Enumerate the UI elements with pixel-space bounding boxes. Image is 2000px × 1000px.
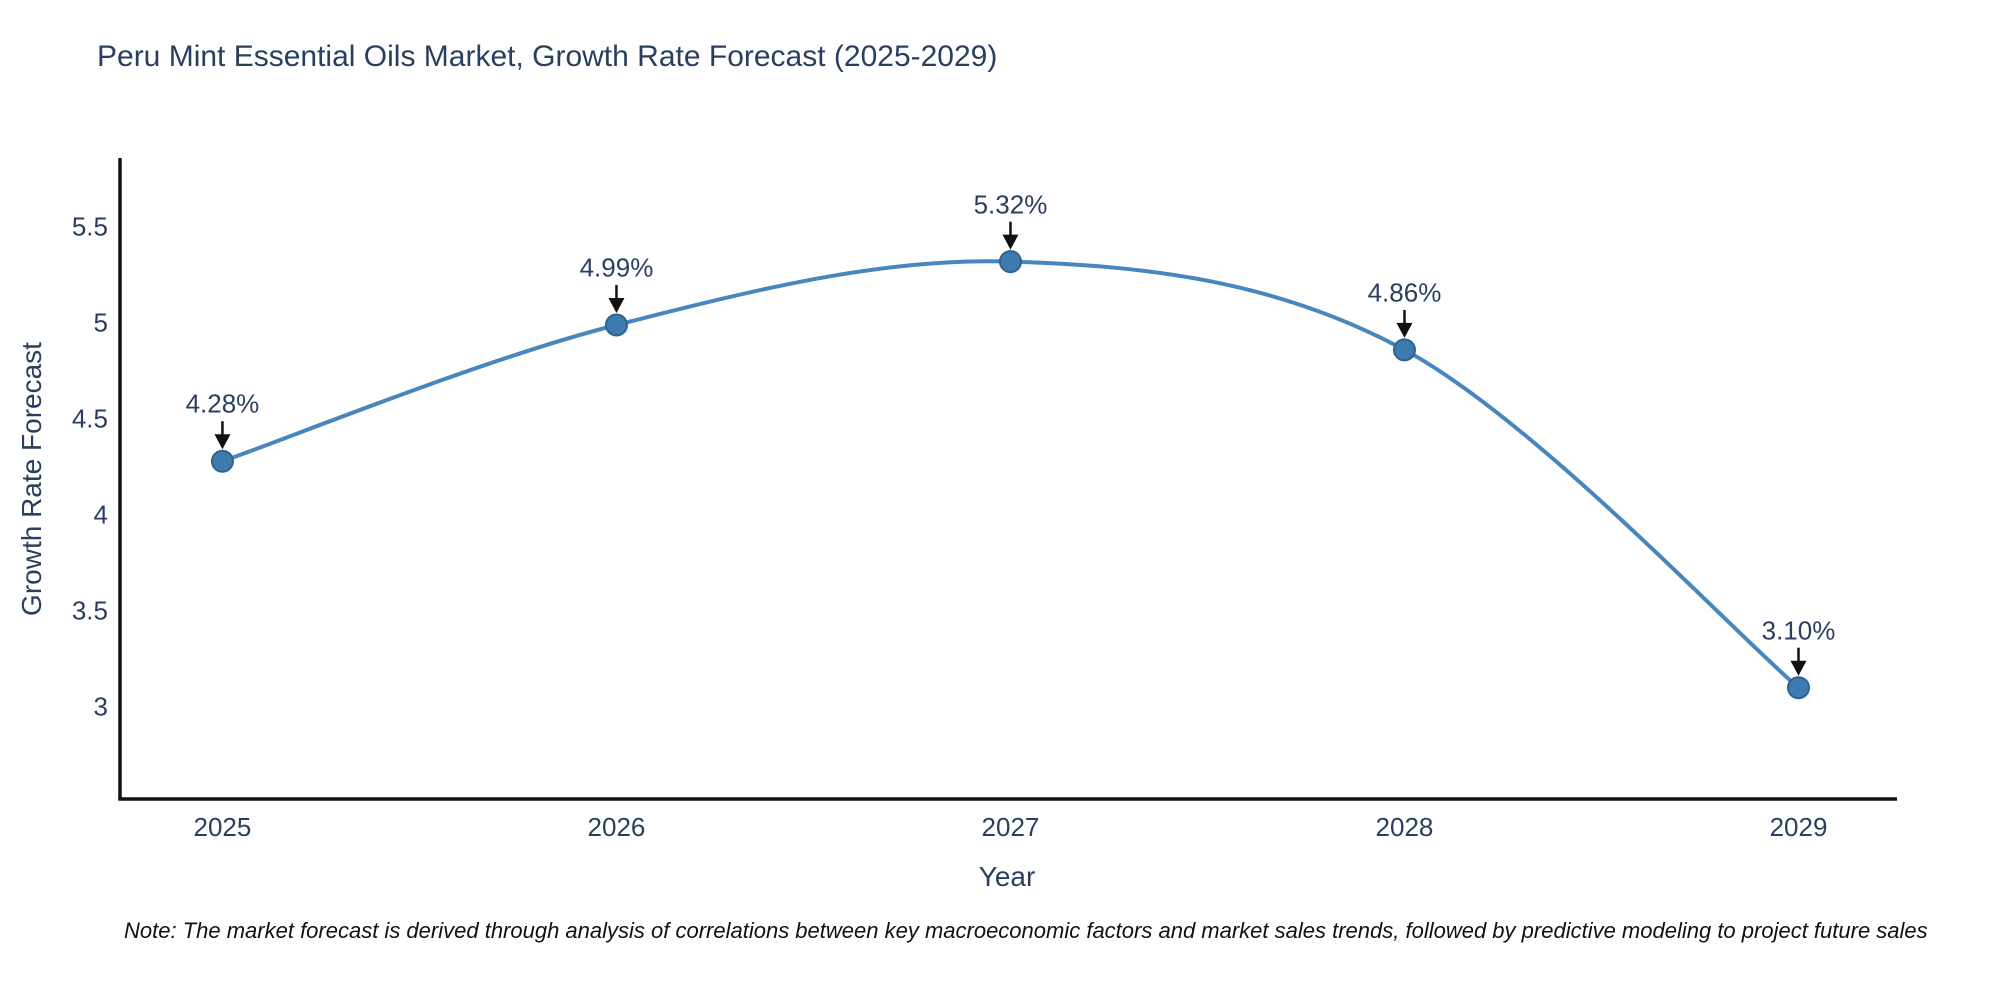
point-annotation: 5.32% xyxy=(973,189,1048,220)
annotation-arrowhead xyxy=(608,297,625,313)
data-point-marker[interactable] xyxy=(1786,676,1810,700)
y-axis-title: Growth Rate Forecast xyxy=(16,342,47,616)
point-annotation: 4.28% xyxy=(185,388,260,419)
annotation-arrowhead xyxy=(1790,660,1807,676)
data-point-marker[interactable] xyxy=(604,313,628,337)
annotation-arrowhead xyxy=(1002,234,1019,250)
x-tick-label: 2028 xyxy=(1375,812,1434,842)
x-tick-label: 2027 xyxy=(981,812,1040,842)
trend-line xyxy=(221,259,1800,690)
y-tick-label: 4 xyxy=(93,499,108,530)
point-annotation: 3.10% xyxy=(1761,615,1836,646)
y-tick-label: 5.5 xyxy=(71,211,108,242)
y-tick-label: 4.5 xyxy=(71,403,108,434)
data-point-marker[interactable] xyxy=(210,449,234,473)
data-point-marker[interactable] xyxy=(1392,338,1416,362)
chart-title: Peru Mint Essential Oils Market, Growth … xyxy=(97,40,998,73)
x-tick-label: 2025 xyxy=(193,812,252,842)
point-annotation: 4.99% xyxy=(579,252,654,283)
x-tick-label: 2029 xyxy=(1769,812,1828,842)
y-tick-label: 5 xyxy=(93,307,108,338)
footnote: Note: The market forecast is derived thr… xyxy=(124,918,1928,943)
annotation-arrowhead xyxy=(1396,322,1413,338)
y-tick-label: 3 xyxy=(93,691,108,722)
data-point-marker[interactable] xyxy=(998,250,1022,274)
point-annotation: 4.86% xyxy=(1367,277,1442,308)
x-tick-label: 2026 xyxy=(587,812,646,842)
y-tick-label: 3.5 xyxy=(71,595,108,626)
x-axis-title: Year xyxy=(978,861,1036,892)
annotation-arrowhead xyxy=(214,434,231,450)
